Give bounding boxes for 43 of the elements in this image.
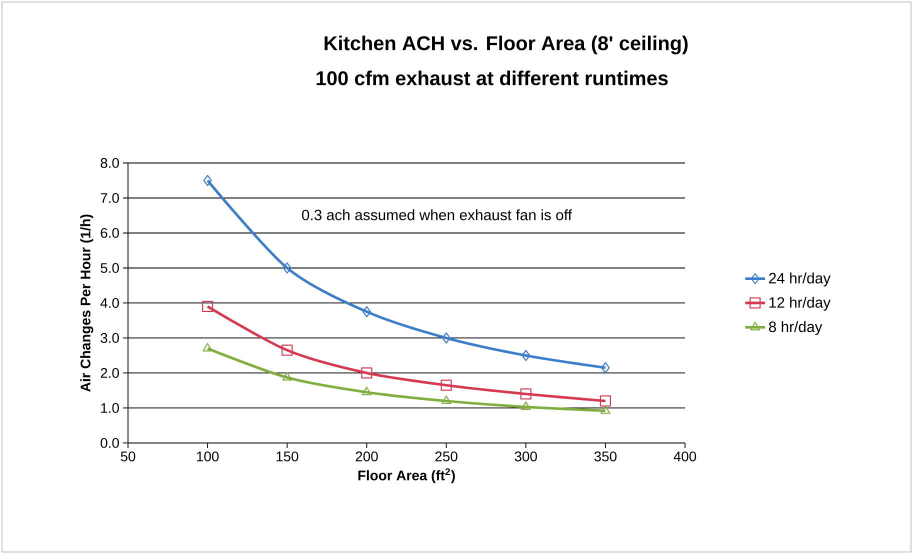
legend-label: 12 hr/day — [769, 296, 831, 311]
chart-subtitle: 100 cfm exhaust at different runtimes — [316, 70, 668, 86]
x-tick-label: 100 — [197, 451, 219, 462]
point — [600, 395, 611, 407]
y-tick-label: 2.0 — [100, 368, 119, 378]
point — [520, 401, 531, 410]
annotation: 0.3 ach assumed when exhaust fan is off — [302, 209, 572, 220]
x-tick-label: 150 — [276, 451, 298, 462]
y-tick-label: 8.0 — [100, 158, 119, 168]
x-tick-label: 200 — [356, 451, 378, 462]
point — [442, 332, 451, 344]
point — [202, 342, 212, 352]
point — [362, 306, 372, 318]
x-tick-label: 350 — [594, 451, 617, 462]
legend-label: 8 hr/day — [768, 321, 822, 336]
point — [520, 388, 532, 400]
legend-label: 24 hr/day — [769, 272, 831, 286]
x-tick-label: 50 — [120, 451, 136, 462]
x-tick-label: 400 — [674, 451, 696, 462]
point — [361, 367, 372, 379]
y-tick-label: 3.0 — [100, 333, 119, 343]
y-tick-label: 4.0 — [100, 298, 119, 308]
y-tick-label: 7.0 — [100, 193, 119, 203]
x-tick-label: 300 — [514, 451, 537, 462]
point — [440, 380, 452, 391]
chart-title: Kitchen ACH vs. Floor Area (8' ceiling) — [324, 36, 688, 54]
point — [601, 362, 610, 374]
x-axis-title: Floor Area (ft$^{2}$) — [358, 468, 455, 484]
x-tick-label: 250 — [435, 451, 458, 462]
point — [282, 262, 292, 274]
y-tick-label: 6.0 — [100, 228, 119, 238]
y-tick-label: 5.0 — [100, 263, 119, 273]
y-tick-label: 0.0 — [100, 438, 119, 448]
y-axis-title: Air Changes Per Hour (1/h) — [80, 214, 94, 392]
y-tick-label: 1.0 — [101, 403, 119, 413]
point — [362, 386, 372, 396]
point — [202, 300, 214, 312]
point — [282, 372, 292, 381]
point — [522, 350, 530, 362]
point — [282, 344, 293, 356]
point — [600, 405, 610, 414]
point — [203, 174, 212, 186]
point — [441, 395, 452, 404]
